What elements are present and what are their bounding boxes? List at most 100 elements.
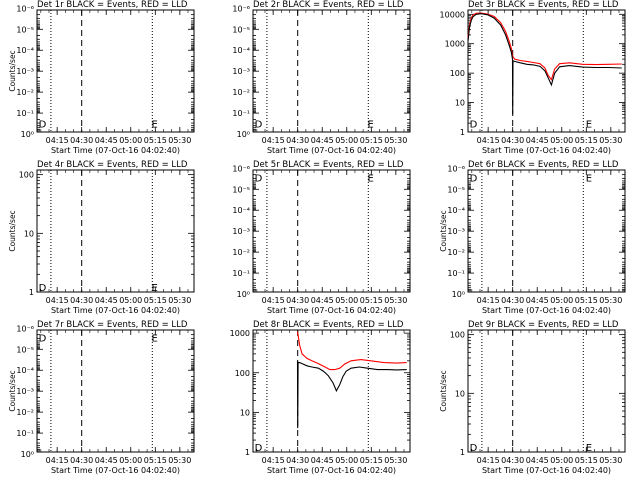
y-tick-label: 10⁻³ bbox=[447, 227, 465, 236]
x-tick-label: 04:45 bbox=[95, 136, 118, 145]
plot-frame bbox=[252, 169, 411, 293]
x-tick-label: 04:30 bbox=[70, 456, 93, 465]
y-tick-label: 1 bbox=[245, 448, 250, 457]
x-tick-label: 05:30 bbox=[384, 456, 407, 465]
x-tick-label: 05:00 bbox=[550, 296, 573, 305]
x-tick-label: 04:15 bbox=[477, 456, 500, 465]
x-tick-label: 04:15 bbox=[262, 296, 285, 305]
event-marker-E: E bbox=[367, 119, 373, 130]
x-axis-label: Start Time (07-Oct-16 04:02:40) bbox=[51, 466, 180, 475]
y-tick-label: 10⁻² bbox=[16, 408, 34, 417]
x-tick-label: 04:45 bbox=[311, 136, 334, 145]
y-tick-label: 10⁻¹ bbox=[16, 429, 34, 438]
y-tick-label: 10⁻⁶ bbox=[16, 4, 34, 13]
event-marker-D: D bbox=[255, 173, 263, 184]
y-tick-label: 10 bbox=[455, 99, 465, 108]
x-tick-label: 04:45 bbox=[526, 136, 549, 145]
y-tick-label: 10⁻² bbox=[16, 88, 34, 97]
y-axis-label: Counts/sec bbox=[8, 210, 17, 251]
y-tick-label: 100 bbox=[450, 69, 465, 78]
plot-title: Det 7r BLACK = Events, RED = LLD bbox=[37, 320, 188, 330]
event-marker-D: D bbox=[470, 443, 478, 454]
y-tick-label: 10⁻⁴ bbox=[232, 206, 250, 215]
event-marker-E: E bbox=[586, 119, 592, 130]
x-tick-label: 05:00 bbox=[119, 296, 142, 305]
y-tick-label: 10⁰ bbox=[21, 450, 34, 459]
y-tick-label: 10⁻⁵ bbox=[447, 185, 465, 194]
y-tick-label: 10⁻¹ bbox=[16, 109, 34, 118]
plot-det-4: Det 4r BLACK = Events, RED = LLD 1 10 100 04… bbox=[8, 160, 195, 315]
x-axis-label: Start Time (07-Oct-16 04:02:40) bbox=[482, 306, 611, 315]
y-axis-label: Counts/sec bbox=[8, 50, 17, 91]
y-tick-label: 10⁻⁶ bbox=[232, 4, 250, 13]
plot-frame bbox=[36, 9, 195, 133]
x-tick-label: 05:00 bbox=[335, 456, 358, 465]
plot-det-1: Det 1r BLACK = Events, RED = LLD 10⁰ 10⁻¹ 1… bbox=[8, 0, 195, 155]
y-tick-label: 10⁻⁶ bbox=[447, 164, 465, 173]
x-tick-label: 04:15 bbox=[477, 136, 500, 145]
y-tick-label: 10⁻⁶ bbox=[232, 164, 250, 173]
event-marker-E: E bbox=[586, 173, 592, 184]
plot-title: Det 3r BLACK = Events, RED = LLD bbox=[468, 0, 619, 10]
plot-det-7: Det 7r BLACK = Events, RED = LLD 10⁰ 10⁻¹ 1… bbox=[8, 320, 195, 475]
y-tick-label: 10⁻⁵ bbox=[232, 25, 250, 34]
x-tick-label: 04:45 bbox=[311, 456, 334, 465]
x-tick-label: 04:30 bbox=[501, 456, 524, 465]
y-tick-label: 10⁰ bbox=[21, 130, 34, 139]
x-tick-label: 05:15 bbox=[144, 456, 167, 465]
x-tick-label: 05:15 bbox=[360, 456, 383, 465]
x-tick-label: 05:30 bbox=[599, 296, 622, 305]
y-tick-label: 10⁻⁴ bbox=[447, 206, 465, 215]
y-tick-label: 100 bbox=[235, 369, 250, 378]
x-tick-label: 04:30 bbox=[286, 296, 309, 305]
x-tick-label: 04:45 bbox=[95, 296, 118, 305]
y-tick-label: 10⁰ bbox=[237, 130, 250, 139]
x-tick-label: 05:15 bbox=[144, 296, 167, 305]
event-marker-E: E bbox=[586, 443, 592, 454]
x-axis-label: Start Time (07-Oct-16 04:02:40) bbox=[267, 146, 396, 155]
event-marker-E: E bbox=[367, 173, 373, 184]
plot-frame bbox=[467, 169, 626, 293]
y-axis-label: Counts/sec bbox=[439, 370, 448, 411]
x-axis-label: Start Time (07-Oct-16 04:02:40) bbox=[267, 466, 396, 475]
y-tick-label: 10⁻¹ bbox=[447, 269, 465, 278]
x-tick-label: 04:15 bbox=[46, 136, 69, 145]
y-tick-label: 10⁻³ bbox=[232, 67, 250, 76]
x-tick-label: 04:15 bbox=[262, 456, 285, 465]
x-axis-label: Start Time (07-Oct-16 04:02:40) bbox=[482, 146, 611, 155]
x-tick-label: 05:00 bbox=[335, 136, 358, 145]
plot-frame bbox=[467, 9, 626, 133]
x-tick-label: 05:15 bbox=[575, 456, 598, 465]
y-tick-label: 1000 bbox=[445, 40, 465, 49]
x-tick-label: 04:30 bbox=[501, 136, 524, 145]
y-tick-label: 10⁰ bbox=[452, 290, 465, 299]
x-tick-label: 05:15 bbox=[144, 136, 167, 145]
event-marker-D: D bbox=[39, 119, 47, 130]
y-tick-label: 100 bbox=[450, 331, 465, 340]
plot-title: Det 9r BLACK = Events, RED = LLD bbox=[468, 320, 619, 330]
x-axis-label: Start Time (07-Oct-16 04:02:40) bbox=[51, 146, 180, 155]
y-tick-label: 1 bbox=[29, 288, 34, 297]
y-tick-label: 10⁰ bbox=[237, 290, 250, 299]
y-tick-label: 10⁻⁶ bbox=[16, 324, 34, 333]
plot-frame bbox=[36, 329, 195, 453]
y-tick-label: 10⁻³ bbox=[16, 387, 34, 396]
x-tick-label: 04:45 bbox=[526, 296, 549, 305]
x-axis-label: Start Time (07-Oct-16 04:02:40) bbox=[267, 306, 396, 315]
y-tick-label: 10⁻⁴ bbox=[232, 46, 250, 55]
x-tick-label: 04:30 bbox=[286, 136, 309, 145]
y-tick-label: 10⁻⁴ bbox=[16, 46, 34, 55]
plot-frame bbox=[467, 329, 626, 453]
event-marker-E: E bbox=[151, 333, 157, 344]
plot-title: Det 1r BLACK = Events, RED = LLD bbox=[37, 0, 188, 10]
event-marker-E: E bbox=[151, 119, 157, 130]
y-tick-label: 1000 bbox=[230, 329, 250, 338]
x-tick-label: 05:00 bbox=[550, 456, 573, 465]
event-marker-D: D bbox=[255, 443, 263, 454]
x-axis-label: Start Time (07-Oct-16 04:02:40) bbox=[482, 466, 611, 475]
plot-title: Det 2r BLACK = Events, RED = LLD bbox=[253, 0, 404, 10]
event-marker-E: E bbox=[151, 283, 157, 294]
x-axis-label: Start Time (07-Oct-16 04:02:40) bbox=[51, 306, 180, 315]
x-tick-label: 05:15 bbox=[575, 296, 598, 305]
